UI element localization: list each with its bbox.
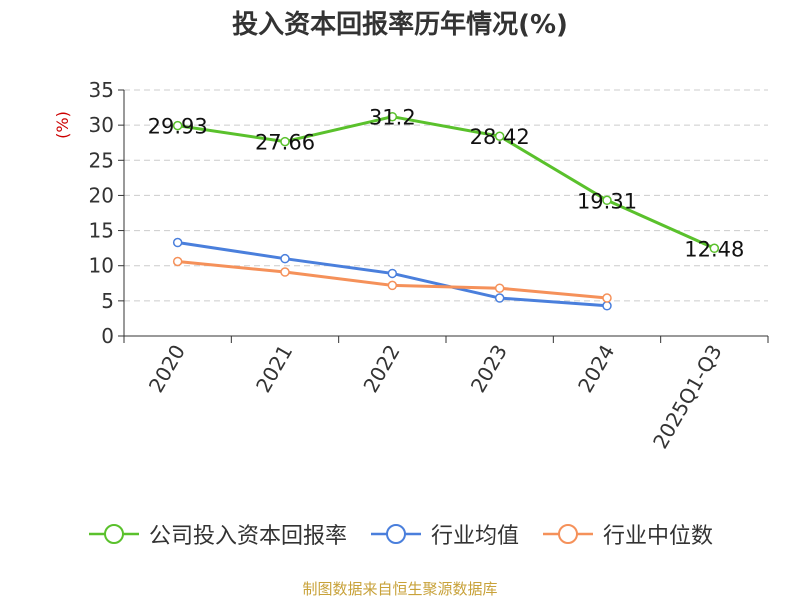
data-point bbox=[602, 195, 612, 206]
legend: 公司投入资本回报率 行业均值 行业中位数 bbox=[0, 518, 800, 550]
line-chart: 0 5 10 15 20 25 30 35 (%) 2020 2021 2022 2023 2024 202… bbox=[53, 78, 769, 453]
x-tick-label: 2024 bbox=[573, 341, 619, 397]
data-label: 27.66 bbox=[255, 131, 315, 155]
data-point bbox=[709, 243, 720, 254]
y-tick-label: 35 bbox=[89, 78, 114, 102]
data-label: 31.2 bbox=[369, 106, 416, 130]
data-point bbox=[494, 131, 505, 141]
data-label: 29.93 bbox=[148, 115, 208, 139]
legend-swatch bbox=[88, 524, 139, 544]
y-tick-label: 15 bbox=[89, 219, 114, 243]
legend-item: 公司投入资本回报率 bbox=[87, 518, 347, 550]
y-axis-label: (%) bbox=[53, 111, 72, 139]
data-point bbox=[172, 237, 183, 248]
source-note: 制图数据来自恒生聚源数据库 bbox=[302, 580, 498, 598]
legend-swatch bbox=[543, 524, 593, 544]
data-label: 12.48 bbox=[684, 237, 744, 261]
chart-title: 投入资本回报率历年情况(%) bbox=[232, 10, 568, 40]
y-tick-label: 25 bbox=[89, 148, 114, 172]
x-tick-label: 2020 bbox=[144, 341, 190, 397]
legend-item: 行业中位数 bbox=[541, 518, 713, 550]
y-tick-label: 10 bbox=[89, 254, 114, 278]
data-label: 28.42 bbox=[470, 125, 530, 149]
data-point bbox=[280, 136, 290, 147]
data-point bbox=[602, 301, 612, 311]
legend-swatch bbox=[370, 524, 421, 544]
x-tick-label: 2025Q1-Q3 bbox=[648, 341, 727, 453]
x-tick-label: 2023 bbox=[466, 340, 512, 396]
legend-label: 行业均值 bbox=[430, 524, 519, 549]
x-tick-label: 2022 bbox=[358, 341, 404, 397]
legend-label: 行业中位数 bbox=[603, 524, 714, 549]
data-label: 19.31 bbox=[577, 189, 637, 213]
y-tick-label: 5 bbox=[101, 289, 114, 313]
data-point bbox=[494, 293, 505, 303]
x-tick-label: 2021 bbox=[251, 341, 297, 397]
series-line bbox=[177, 115, 715, 250]
data-point bbox=[172, 256, 183, 267]
legend-item: 行业均值 bbox=[369, 518, 519, 550]
data-point bbox=[280, 253, 290, 264]
y-tick-label: 20 bbox=[89, 183, 114, 207]
data-point bbox=[602, 293, 612, 303]
series-line bbox=[177, 260, 608, 300]
data-point bbox=[494, 283, 505, 293]
legend-label: 公司投入资本回报率 bbox=[148, 524, 347, 549]
y-tick-label: 0 bbox=[101, 324, 114, 348]
data-point bbox=[387, 268, 398, 279]
data-point bbox=[387, 111, 398, 122]
data-point bbox=[387, 280, 398, 291]
y-tick-label: 30 bbox=[89, 113, 114, 137]
data-point bbox=[280, 267, 290, 277]
data-point bbox=[172, 120, 183, 131]
